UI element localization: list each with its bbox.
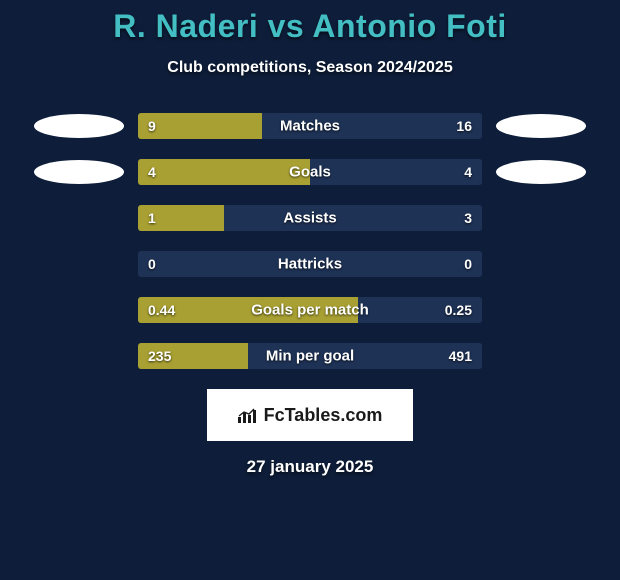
stat-bar: 0 0 Hattricks <box>138 251 482 277</box>
player1-name: R. Naderi <box>113 8 258 44</box>
brand-chart-icon <box>238 407 258 423</box>
stat-row: 4 4 Goals <box>10 159 610 185</box>
stat-value-left: 9 <box>148 118 156 134</box>
comparison-card: R. Naderi vs Antonio Foti Club competiti… <box>0 0 620 580</box>
stat-label: Hattricks <box>278 256 342 273</box>
stat-bar-left-fill <box>138 159 310 185</box>
player2-name: Antonio Foti <box>312 8 506 44</box>
badge-spacer <box>34 206 124 230</box>
player2-badge <box>496 114 586 138</box>
vs-label: vs <box>268 8 305 44</box>
badge-spacer <box>496 344 586 368</box>
stat-rows: 9 16 Matches 4 4 Goals 1 3 Assists 0 0 Hattricks 0.4… <box>10 113 610 369</box>
stat-row: 1 3 Assists <box>10 205 610 231</box>
stat-bar-right-fill <box>224 205 482 231</box>
badge-spacer <box>34 298 124 322</box>
stat-row: 0 0 Hattricks <box>10 251 610 277</box>
stat-value-right: 3 <box>464 210 472 226</box>
stat-label: Min per goal <box>266 348 354 365</box>
stat-row: 0.44 0.25 Goals per match <box>10 297 610 323</box>
player1-badge <box>34 114 124 138</box>
stat-value-left: 1 <box>148 210 156 226</box>
player2-badge <box>496 160 586 184</box>
stat-bar: 9 16 Matches <box>138 113 482 139</box>
stat-value-right: 491 <box>449 348 472 364</box>
stat-row: 235 491 Min per goal <box>10 343 610 369</box>
stat-value-right: 0 <box>464 256 472 272</box>
stat-label: Goals <box>289 164 331 181</box>
stat-value-left: 4 <box>148 164 156 180</box>
stat-label: Assists <box>283 210 336 227</box>
brand-text: FcTables.com <box>264 405 383 426</box>
stat-bar: 1 3 Assists <box>138 205 482 231</box>
stat-bar-left-fill <box>138 113 262 139</box>
player1-badge <box>34 160 124 184</box>
stat-value-left: 0 <box>148 256 156 272</box>
subtitle: Club competitions, Season 2024/2025 <box>0 59 620 77</box>
stat-label: Matches <box>280 118 340 135</box>
stat-label: Goals per match <box>251 302 369 319</box>
stat-value-right: 4 <box>464 164 472 180</box>
brand-box[interactable]: FcTables.com <box>207 389 413 441</box>
badge-spacer <box>496 298 586 322</box>
stat-bar: 235 491 Min per goal <box>138 343 482 369</box>
stat-row: 9 16 Matches <box>10 113 610 139</box>
stat-value-left: 235 <box>148 348 171 364</box>
stat-value-left: 0.44 <box>148 302 175 318</box>
badge-spacer <box>496 206 586 230</box>
stat-bar-right-fill <box>310 159 482 185</box>
badge-spacer <box>34 344 124 368</box>
date-label: 27 january 2025 <box>0 457 620 477</box>
stat-value-right: 0.25 <box>445 302 472 318</box>
page-title: R. Naderi vs Antonio Foti <box>0 8 620 45</box>
stat-bar: 0.44 0.25 Goals per match <box>138 297 482 323</box>
stat-value-right: 16 <box>456 118 472 134</box>
stat-bar: 4 4 Goals <box>138 159 482 185</box>
badge-spacer <box>34 252 124 276</box>
badge-spacer <box>496 252 586 276</box>
